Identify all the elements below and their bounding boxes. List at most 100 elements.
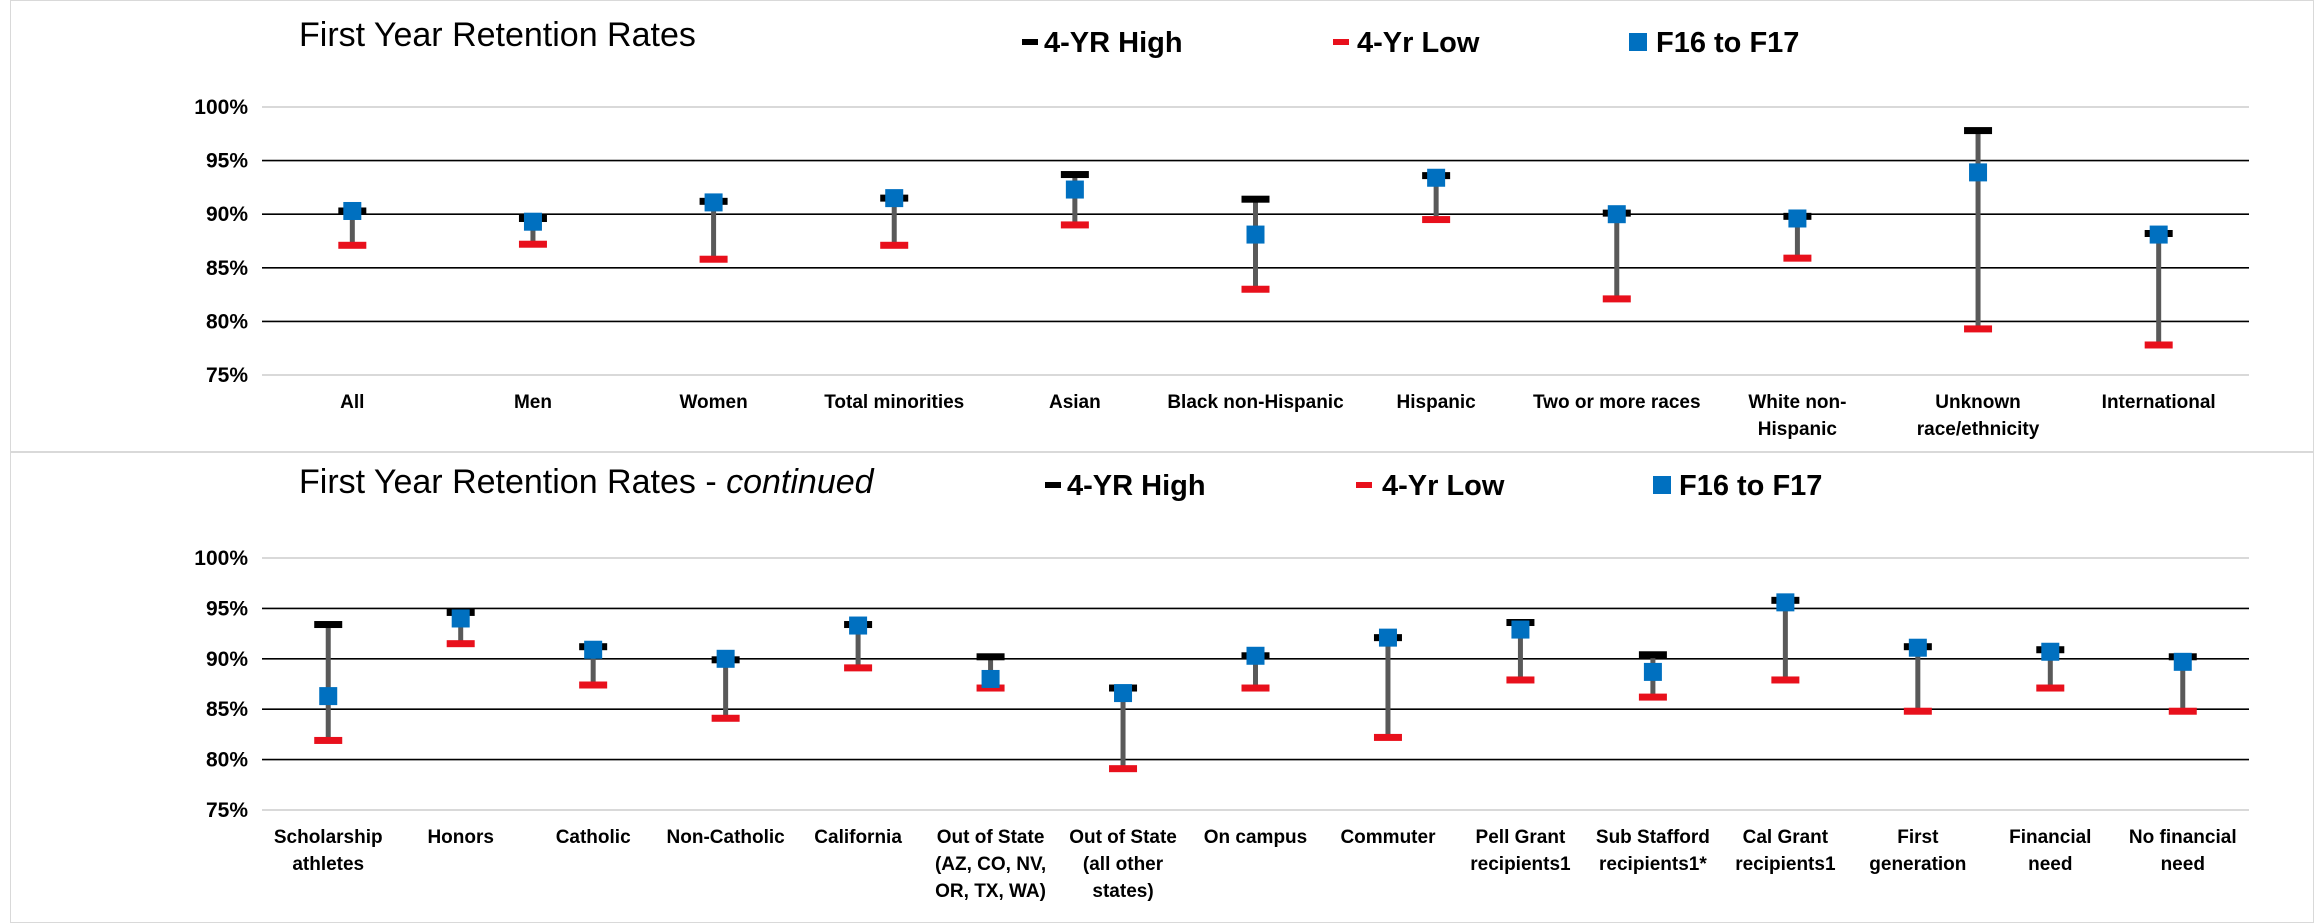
- legend-low-label: 4-Yr Low: [1357, 27, 1480, 59]
- y-tick-label: 75%: [206, 799, 248, 822]
- low-marker: [2168, 707, 2197, 715]
- low-marker: [699, 255, 728, 263]
- chart-bottom: First Year Retention Rates - continued 4…: [194, 463, 2249, 902]
- category-label-line: Non-Catholic: [667, 827, 786, 848]
- chart-panel-top: First Year Retention Rates 4-YR High 4-Y…: [10, 0, 2314, 452]
- category-label: Out of State (AZ, CO, NV, OR, TX, WA): [935, 827, 1046, 902]
- category-label-line: athletes: [292, 854, 364, 875]
- category-label-line: (AZ, CO, NV,: [935, 854, 1046, 875]
- value-marker: [1378, 628, 1397, 647]
- value-marker: [584, 640, 603, 659]
- value-marker: [1607, 205, 1626, 224]
- value-marker: [1065, 180, 1084, 199]
- chart-title: First Year Retention Rates: [299, 16, 696, 54]
- category-label: Non-Catholic: [667, 827, 786, 848]
- category-label-line: All: [340, 392, 364, 413]
- legend-low-swatch: [1333, 39, 1349, 45]
- category-label-line: recipients1*: [1599, 854, 1707, 875]
- low-marker: [711, 714, 740, 722]
- category-label: Financial need: [2009, 827, 2091, 875]
- value-marker: [1246, 225, 1265, 244]
- category-label-line: First: [1897, 827, 1939, 848]
- category-label: Black non-Hispanic: [1167, 392, 1344, 413]
- y-tick-label: 100%: [194, 96, 248, 119]
- value-marker: [1776, 593, 1795, 612]
- category-label-line: Two or more races: [1533, 392, 1701, 413]
- value-marker: [1908, 638, 1927, 657]
- high-marker: [1964, 127, 1993, 135]
- y-tick-label: 95%: [206, 597, 248, 620]
- value-marker: [2149, 225, 2168, 244]
- low-marker: [1771, 676, 1800, 684]
- category-label: Men: [514, 392, 552, 413]
- category-label: International: [2102, 392, 2216, 413]
- value-marker: [523, 212, 542, 231]
- chart-title-main: First Year Retention Rates -: [299, 463, 726, 501]
- category-label-line: Sub Stafford: [1596, 827, 1710, 848]
- high-marker: [1638, 651, 1667, 659]
- legend-value-label: F16 to F17: [1679, 470, 1822, 502]
- low-marker: [446, 640, 475, 648]
- category-label: Pell Grant recipients1: [1470, 827, 1571, 875]
- value-marker: [1114, 684, 1133, 703]
- category-label: Hispanic: [1397, 392, 1477, 413]
- value-marker: [2173, 652, 2192, 671]
- low-marker: [1422, 216, 1451, 224]
- low-marker: [338, 241, 367, 249]
- value-marker: [1788, 209, 1807, 228]
- category-label: First generation: [1869, 827, 1966, 875]
- category-label: Asian: [1049, 392, 1101, 413]
- high-marker: [976, 653, 1005, 661]
- category-label-line: Hispanic: [1758, 419, 1838, 440]
- category-label: White non- Hispanic: [1748, 392, 1846, 440]
- value-marker: [1427, 168, 1446, 187]
- value-marker: [981, 669, 1000, 688]
- category-label: Honors: [427, 827, 494, 848]
- category-label-line: Catholic: [556, 827, 631, 848]
- category-label-line: Women: [679, 392, 747, 413]
- category-label-line: need: [2161, 854, 2205, 875]
- legend-low-swatch: [1356, 482, 1372, 488]
- category-label: Women: [679, 392, 747, 413]
- low-marker: [1903, 707, 1932, 715]
- value-marker: [319, 687, 338, 706]
- y-tick-label: 100%: [194, 547, 248, 570]
- category-label-line: generation: [1869, 854, 1966, 875]
- category-label: Out of State (all other states): [1069, 827, 1177, 902]
- legend-high-swatch: [1022, 39, 1038, 45]
- chart-panel-bottom: First Year Retention Rates - continued 4…: [10, 452, 2314, 923]
- low-marker: [1602, 295, 1631, 303]
- category-label-line: recipients1: [1470, 854, 1571, 875]
- category-label-line: On campus: [1204, 827, 1307, 848]
- value-marker: [1643, 662, 1662, 681]
- low-marker: [1506, 676, 1535, 684]
- y-tick-label: 80%: [206, 310, 248, 333]
- y-tick-label: 95%: [206, 150, 248, 173]
- category-label-line: recipients1: [1735, 854, 1836, 875]
- y-tick-label: 85%: [206, 257, 248, 280]
- y-tick-label: 75%: [206, 364, 248, 387]
- category-label: Two or more races: [1533, 392, 1701, 413]
- category-label: All: [340, 392, 364, 413]
- legend: 4-YR High 4-Yr Low F16 to F17: [1022, 27, 1799, 59]
- legend: 4-YR High 4-Yr Low F16 to F17: [1045, 470, 1822, 502]
- category-label: Scholarship athletes: [274, 827, 383, 875]
- y-tick-label: 90%: [206, 203, 248, 226]
- category-label-line: Honors: [427, 827, 494, 848]
- category-label-line: Men: [514, 392, 552, 413]
- legend-high-label: 4-YR High: [1067, 470, 1206, 502]
- low-marker: [2144, 341, 2173, 349]
- low-marker: [1964, 325, 1993, 333]
- category-label-line: OR, TX, WA): [935, 881, 1046, 902]
- value-marker: [704, 193, 723, 212]
- category-label-line: No financial: [2129, 827, 2237, 848]
- value-marker: [1511, 620, 1530, 639]
- value-marker: [849, 616, 868, 635]
- category-label-line: Black non-Hispanic: [1167, 392, 1344, 413]
- value-marker: [1246, 646, 1265, 665]
- category-label-line: Hispanic: [1397, 392, 1477, 413]
- plot-area-top: 75% 80% 85% 90% 95% 100% All Men Women Total mino…: [194, 96, 2249, 440]
- category-label: Total minorities: [824, 392, 964, 413]
- category-label: Commuter: [1340, 827, 1436, 848]
